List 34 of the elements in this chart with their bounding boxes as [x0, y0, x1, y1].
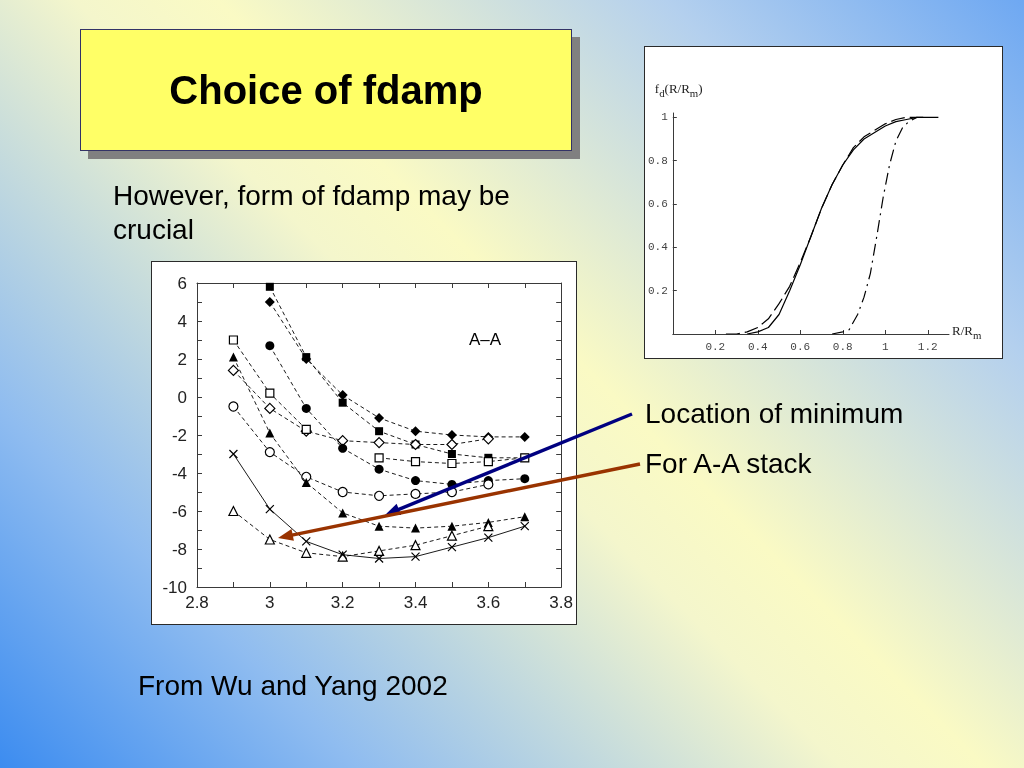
y-tick-label: 0 [177, 387, 187, 407]
y-tick-label: -8 [171, 539, 187, 559]
x-tick-label: 2.8 [185, 593, 209, 612]
y-tick-label: 0.4 [647, 241, 669, 254]
x-tick-label: 0.6 [790, 340, 811, 353]
x-tick-label: 0.4 [747, 340, 769, 353]
chart-subtitle: However, form of fdamp may be crucial [113, 179, 511, 247]
x-tick-label: 3.2 [330, 593, 355, 612]
y-tick-label: 0.2 [647, 284, 668, 297]
text: Location of minimum [645, 398, 904, 430]
annotation: A–A [469, 330, 502, 350]
x-tick-label: 3.4 [403, 593, 428, 612]
y-tick-label: -10 [162, 577, 187, 597]
y-tick-label: 0.8 [647, 154, 668, 167]
x-tick-label: 3 [265, 593, 275, 612]
x-tick-label: 3.8 [549, 593, 573, 612]
y-tick-label: 0.6 [647, 198, 668, 210]
text: For A-A stack [645, 448, 812, 480]
y-tick-label: -2 [171, 425, 187, 445]
y-tick-label: -4 [171, 463, 187, 483]
y-tick-label: 4 [177, 311, 187, 331]
x-axis-title: R/R$_{m}$ [952, 323, 982, 341]
y-tick-label: -6 [171, 501, 187, 521]
y-tick-label: 2 [177, 349, 187, 369]
x-tick-label: 1.2 [917, 340, 938, 353]
x-tick-label: 0.2 [705, 340, 726, 353]
x-tick-label: 0.8 [832, 340, 853, 353]
x-tick-label: 1 [881, 340, 889, 353]
y-axis-title: f$_{d}$(R/R$_{m}$) [654, 81, 703, 99]
y-tick-label: 1 [661, 111, 669, 124]
x-tick-label: 3.6 [476, 593, 501, 612]
text: From Wu and Yang 2002 [138, 670, 448, 702]
y-tick-label: 6 [177, 273, 187, 293]
chart-title: Choice of fdamp [80, 29, 572, 151]
